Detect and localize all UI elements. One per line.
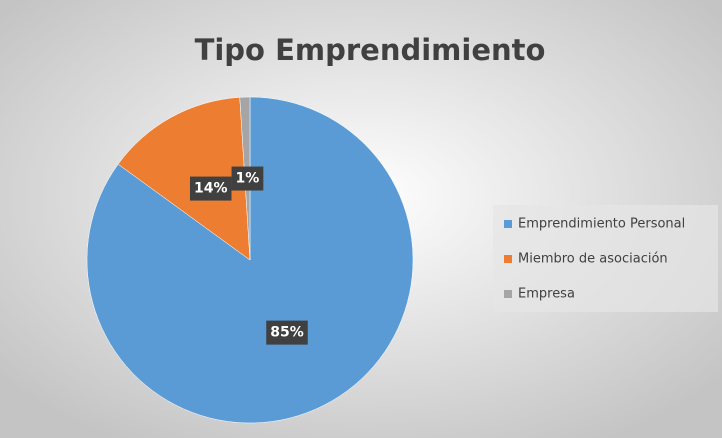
legend-label: Empresa — [518, 287, 575, 302]
data-label-box — [266, 320, 308, 345]
data-label: 1% — [236, 171, 260, 187]
legend-swatch — [504, 290, 512, 298]
data-label-box — [231, 166, 264, 191]
legend-label: Emprendimiento Personal — [518, 217, 685, 232]
chart-title: Tipo Emprendimiento — [195, 33, 546, 67]
legend-swatch — [504, 255, 512, 263]
pie-slice — [117, 97, 251, 261]
legend — [493, 205, 718, 312]
data-label: 85% — [270, 325, 304, 341]
legend-label: Miembro de asociación — [518, 252, 668, 267]
data-label: 14% — [194, 181, 228, 197]
legend-swatch — [504, 220, 512, 228]
data-label-box — [189, 176, 232, 201]
